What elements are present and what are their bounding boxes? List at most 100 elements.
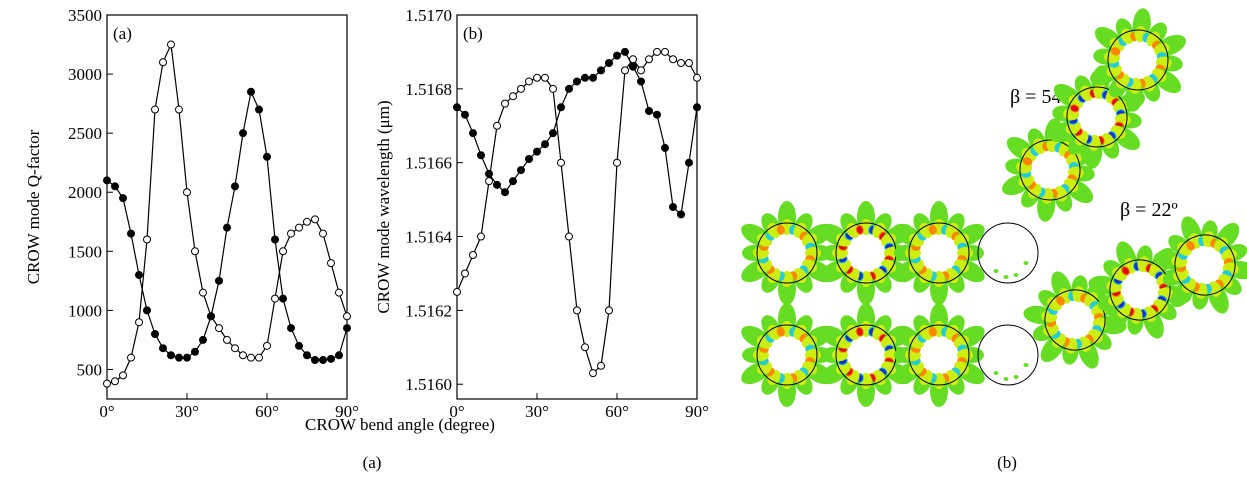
data-point [541, 73, 549, 82]
y-tick-label: 2000 [68, 183, 102, 202]
mode-lobe [793, 267, 807, 284]
mode-lobe [1022, 157, 1033, 166]
data-point [287, 229, 295, 238]
data-point [143, 306, 151, 315]
mode-lobe [1173, 268, 1189, 282]
data-point [477, 151, 485, 160]
mode-lobe [767, 324, 781, 341]
data-point [693, 73, 701, 82]
resonator [820, 201, 912, 305]
data-point [319, 229, 327, 238]
mode-lobe [801, 335, 818, 349]
mode-lobe [856, 327, 863, 336]
mode-lobe [1208, 281, 1222, 297]
angle-label: β = 22º [1120, 199, 1178, 221]
data-point [135, 318, 143, 327]
data-point [605, 59, 613, 67]
data-point [509, 92, 517, 101]
data-point [621, 66, 629, 75]
mode-lobe [1143, 306, 1157, 322]
data-point [343, 324, 351, 333]
panel-label: (b) [463, 24, 483, 43]
data-point [493, 180, 501, 189]
data-point [215, 276, 223, 285]
data-point [533, 147, 541, 156]
data-point [525, 77, 533, 86]
mode-lobe [1003, 377, 1009, 381]
data-point [637, 77, 645, 86]
mode-lobe [1033, 138, 1046, 154]
data-point [103, 379, 111, 388]
mode-lobe [756, 361, 773, 375]
data-point [223, 335, 231, 344]
y-tick-label: 500 [77, 360, 103, 379]
mode-lobe [908, 259, 925, 273]
mode-lobe [1101, 133, 1114, 149]
data-point [335, 288, 343, 297]
mode-lobe [1013, 375, 1019, 379]
data-point [613, 158, 621, 167]
y-tick-label: 1.5168 [405, 80, 452, 99]
data-point [279, 247, 287, 256]
mode-lobe [872, 267, 886, 284]
data-point [485, 177, 493, 186]
data-point [613, 51, 621, 60]
ring [1174, 234, 1236, 296]
data-point [453, 287, 461, 296]
x-tick-label: 0° [99, 402, 114, 421]
y-tick-label: 1.5170 [405, 6, 452, 25]
mode-lobe [856, 225, 863, 234]
mode-lobe [928, 326, 937, 337]
mode-lobe [1186, 241, 1195, 251]
mode-lobe [1003, 275, 1009, 279]
data-point [557, 158, 565, 167]
data-point [677, 210, 685, 219]
data-point [469, 251, 477, 259]
data-point [103, 176, 111, 185]
data-point [541, 140, 549, 149]
mode-lobe [993, 371, 999, 375]
y-axis-label: CROW mode wavelength (μm) [374, 100, 393, 313]
mode-lobe [1142, 76, 1155, 92]
mode-lobe [1056, 296, 1065, 306]
data-point [167, 351, 175, 360]
data-point [295, 223, 303, 232]
data-point [127, 353, 135, 362]
y-tick-label: 1.5166 [405, 154, 452, 173]
mode-lobe [880, 233, 897, 247]
data-point [343, 312, 351, 321]
mode-lobe [835, 361, 852, 375]
mode-lobe [1110, 47, 1121, 56]
panel-label: (a) [113, 24, 132, 43]
data-point [533, 73, 541, 82]
y-axis-label: CROW mode Q-factor [24, 129, 43, 284]
data-point [119, 371, 127, 380]
data-point [151, 330, 159, 339]
mode-lobe [1054, 186, 1067, 202]
y-tick-label: 3500 [68, 6, 102, 25]
resonator [1049, 65, 1145, 169]
data-point [685, 59, 693, 67]
x-tick-label: 60° [605, 402, 629, 421]
series-line [106, 42, 348, 385]
data-point [295, 341, 303, 350]
data-point [453, 103, 461, 112]
data-point [661, 47, 669, 56]
ring [908, 222, 970, 284]
mode-lobe [767, 222, 781, 239]
plot-frame [106, 14, 348, 400]
data-point [629, 62, 637, 71]
data-point [311, 356, 319, 365]
data-point [247, 353, 255, 362]
mode-lobe [846, 222, 860, 239]
mode-lobe [1108, 293, 1124, 307]
ring [756, 222, 818, 284]
mode-lobe [1070, 105, 1079, 112]
data-point [279, 294, 287, 303]
data-point [151, 105, 159, 114]
data-point [485, 169, 493, 178]
data-point [247, 87, 255, 96]
resonator [977, 324, 1039, 386]
mode-lobe [872, 369, 886, 386]
